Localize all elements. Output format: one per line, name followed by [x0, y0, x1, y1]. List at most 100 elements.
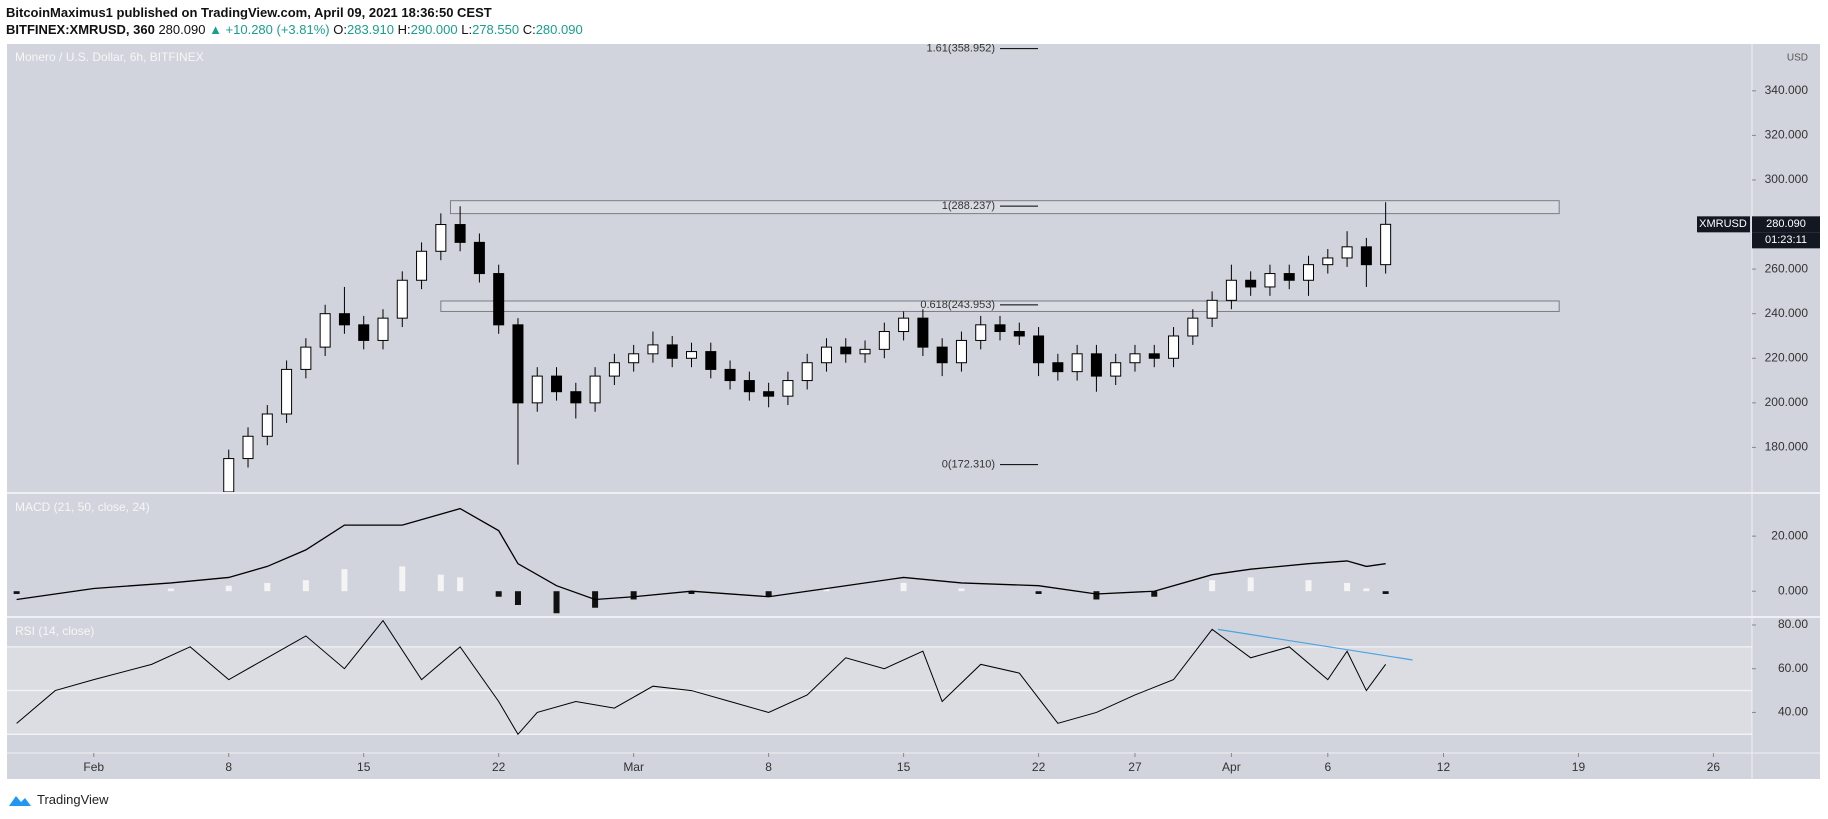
- candle-body: [666, 344, 678, 359]
- candle-body: [300, 346, 312, 370]
- candle-body: [358, 324, 370, 341]
- histogram-bar: [13, 591, 20, 594]
- candle-body: [608, 362, 620, 377]
- histogram-bar: [495, 591, 502, 597]
- chart: 1.61(358.952) 1(288.237) 0.618(243.953) 0(1…: [7, 42, 1820, 779]
- header: BitcoinMaximus1 published on TradingView…: [6, 4, 583, 38]
- candle-body: [801, 362, 813, 382]
- y-tick-label: 300.000: [1765, 172, 1809, 186]
- y-tick-label: 320.000: [1765, 128, 1809, 142]
- candle-body: [994, 324, 1006, 333]
- symbol: BITFINEX:XMRUSD, 360: [6, 22, 155, 37]
- price-tag-bg: [1752, 216, 1820, 233]
- candle-body: [859, 348, 871, 355]
- quote-line: BITFINEX:XMRUSD, 360 280.090 ▲ +10.280 (…: [6, 21, 583, 38]
- candle-body: [1225, 279, 1237, 301]
- candle-body: [1090, 353, 1102, 377]
- histogram-bar: [630, 591, 637, 600]
- candle-body: [1129, 353, 1141, 364]
- pane: [7, 619, 1752, 736]
- x-tick-label: 15: [897, 760, 911, 774]
- x-tick-label: 8: [765, 760, 772, 774]
- histogram-bar: [225, 585, 232, 592]
- x-tick-label: Feb: [83, 760, 104, 774]
- ohlc-label: H:: [397, 22, 411, 37]
- candle-body: [628, 353, 640, 364]
- candle-body: [936, 346, 948, 364]
- chart-background: [7, 44, 1820, 779]
- x-tick-label: 19: [1572, 760, 1586, 774]
- candle-body: [396, 279, 408, 319]
- histogram-bar: [457, 577, 464, 592]
- candle-body: [377, 317, 389, 341]
- candle-body: [1264, 273, 1276, 288]
- last: 280.090: [158, 22, 206, 37]
- y-tick-label: 40.00: [1778, 705, 1808, 719]
- candle-body: [1187, 317, 1199, 337]
- candle-body: [281, 368, 293, 415]
- candle-body: [1360, 246, 1372, 266]
- candle-body: [454, 224, 466, 243]
- x-tick-label: 26: [1707, 760, 1721, 774]
- candle-body: [840, 346, 852, 355]
- price-tag-symbol: XMRUSD: [1699, 218, 1747, 230]
- histogram-bar: [341, 569, 348, 592]
- fib-label: 0(172.310): [942, 458, 995, 470]
- candle-body: [493, 273, 505, 326]
- x-tick-label: Mar: [623, 760, 644, 774]
- pane-title: Monero / U.S. Dollar, 6h, BITFINEX: [15, 50, 204, 64]
- candle-body: [1013, 331, 1025, 337]
- histogram-bar: [1344, 582, 1351, 592]
- histogram-bar: [1305, 580, 1312, 592]
- candle-body: [705, 351, 717, 370]
- macd-line: [16, 507, 1386, 601]
- histogram-bar: [1382, 591, 1389, 594]
- x-tick-label: 12: [1437, 760, 1451, 774]
- candle-body: [686, 351, 698, 359]
- price-tag: 280.090: [1766, 218, 1806, 230]
- y-tick-label: 220.000: [1765, 350, 1809, 364]
- candle-body: [782, 380, 794, 397]
- x-tick-label: 15: [357, 760, 371, 774]
- candle-body: [1322, 257, 1334, 266]
- histogram-bar: [167, 588, 174, 592]
- histogram-bar: [765, 591, 772, 597]
- zone: [440, 300, 1560, 312]
- candle-body: [955, 339, 967, 364]
- candle-body: [898, 317, 910, 333]
- pane: [13, 507, 1389, 614]
- candle-body: [647, 344, 659, 355]
- candle-body: [319, 313, 331, 348]
- candle-body: [473, 241, 485, 275]
- histogram-bar: [553, 591, 560, 614]
- candle-body: [878, 331, 890, 350]
- candle-body: [261, 413, 273, 437]
- ohlc-label: C:: [522, 22, 536, 37]
- histogram-bar: [302, 580, 309, 592]
- histogram-bar: [1363, 588, 1370, 592]
- candle-body: [1283, 273, 1295, 281]
- change: ▲ +10.280 (+3.81%): [209, 22, 330, 37]
- histogram-bar: [514, 591, 521, 605]
- candle-body: [512, 324, 524, 404]
- y-tick-label: 20.000: [1771, 528, 1808, 542]
- candle-body: [975, 324, 987, 341]
- pane: 1.61(358.952) 1(288.237) 0.618(243.953) 0(1…: [223, 42, 1560, 492]
- candle-body: [1303, 264, 1315, 281]
- candle-body: [570, 391, 582, 404]
- histogram-bar: [1093, 591, 1100, 600]
- ohlc: O:283.910 H:290.000 L:278.550 C:280.090: [333, 22, 582, 37]
- y-tick-label: 0.000: [1778, 583, 1808, 597]
- candle-body: [763, 391, 775, 397]
- pane-title: MACD (21, 50, close, 24): [15, 500, 150, 514]
- fib-label: 1.61(358.952): [927, 42, 996, 54]
- candle-body: [551, 375, 563, 393]
- ohlc-value: 280.090: [535, 22, 583, 37]
- y-tick-label: 200.000: [1765, 395, 1809, 409]
- x-tick-label: 6: [1324, 760, 1331, 774]
- trendline: [1217, 628, 1413, 661]
- candle-body: [1380, 223, 1392, 266]
- currency: USD: [1787, 53, 1808, 64]
- candle-body: [1052, 362, 1064, 373]
- candle-body: [724, 368, 736, 382]
